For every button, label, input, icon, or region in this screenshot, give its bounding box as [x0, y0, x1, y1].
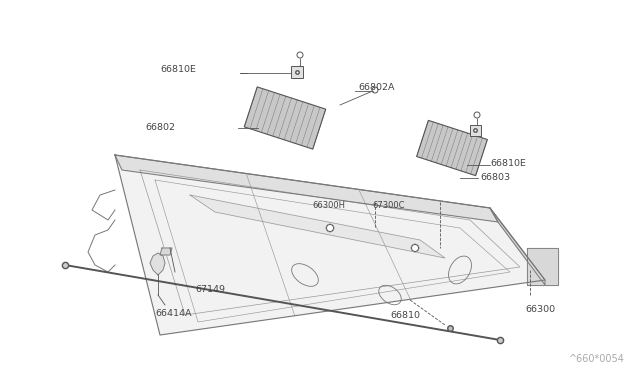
Polygon shape — [150, 253, 165, 275]
Polygon shape — [527, 248, 558, 285]
Text: ─: ─ — [240, 68, 247, 78]
Polygon shape — [490, 208, 545, 285]
Text: 66810: 66810 — [390, 311, 420, 321]
Bar — [244, 87, 326, 149]
Text: 66802A: 66802A — [358, 83, 394, 93]
Text: ^660*0054: ^660*0054 — [569, 354, 625, 364]
Text: 66300H: 66300H — [312, 201, 345, 209]
Circle shape — [474, 112, 480, 118]
Circle shape — [412, 244, 419, 251]
Bar — [417, 121, 487, 176]
Text: 67149: 67149 — [195, 285, 225, 295]
Polygon shape — [115, 155, 498, 222]
Polygon shape — [160, 248, 172, 255]
Text: 66810E: 66810E — [160, 65, 196, 74]
Text: 66810E: 66810E — [490, 158, 526, 167]
Circle shape — [372, 87, 378, 93]
Text: 66802: 66802 — [145, 124, 175, 132]
Bar — [291, 66, 303, 78]
Bar — [470, 125, 481, 135]
Polygon shape — [190, 195, 445, 258]
Circle shape — [297, 52, 303, 58]
Text: 66414A: 66414A — [155, 308, 191, 317]
Circle shape — [326, 224, 334, 232]
Text: 67300C: 67300C — [372, 201, 404, 209]
Text: 66300: 66300 — [525, 305, 555, 314]
Text: 66803: 66803 — [480, 173, 510, 183]
Circle shape — [326, 224, 333, 231]
Polygon shape — [115, 155, 545, 335]
Circle shape — [411, 244, 419, 252]
